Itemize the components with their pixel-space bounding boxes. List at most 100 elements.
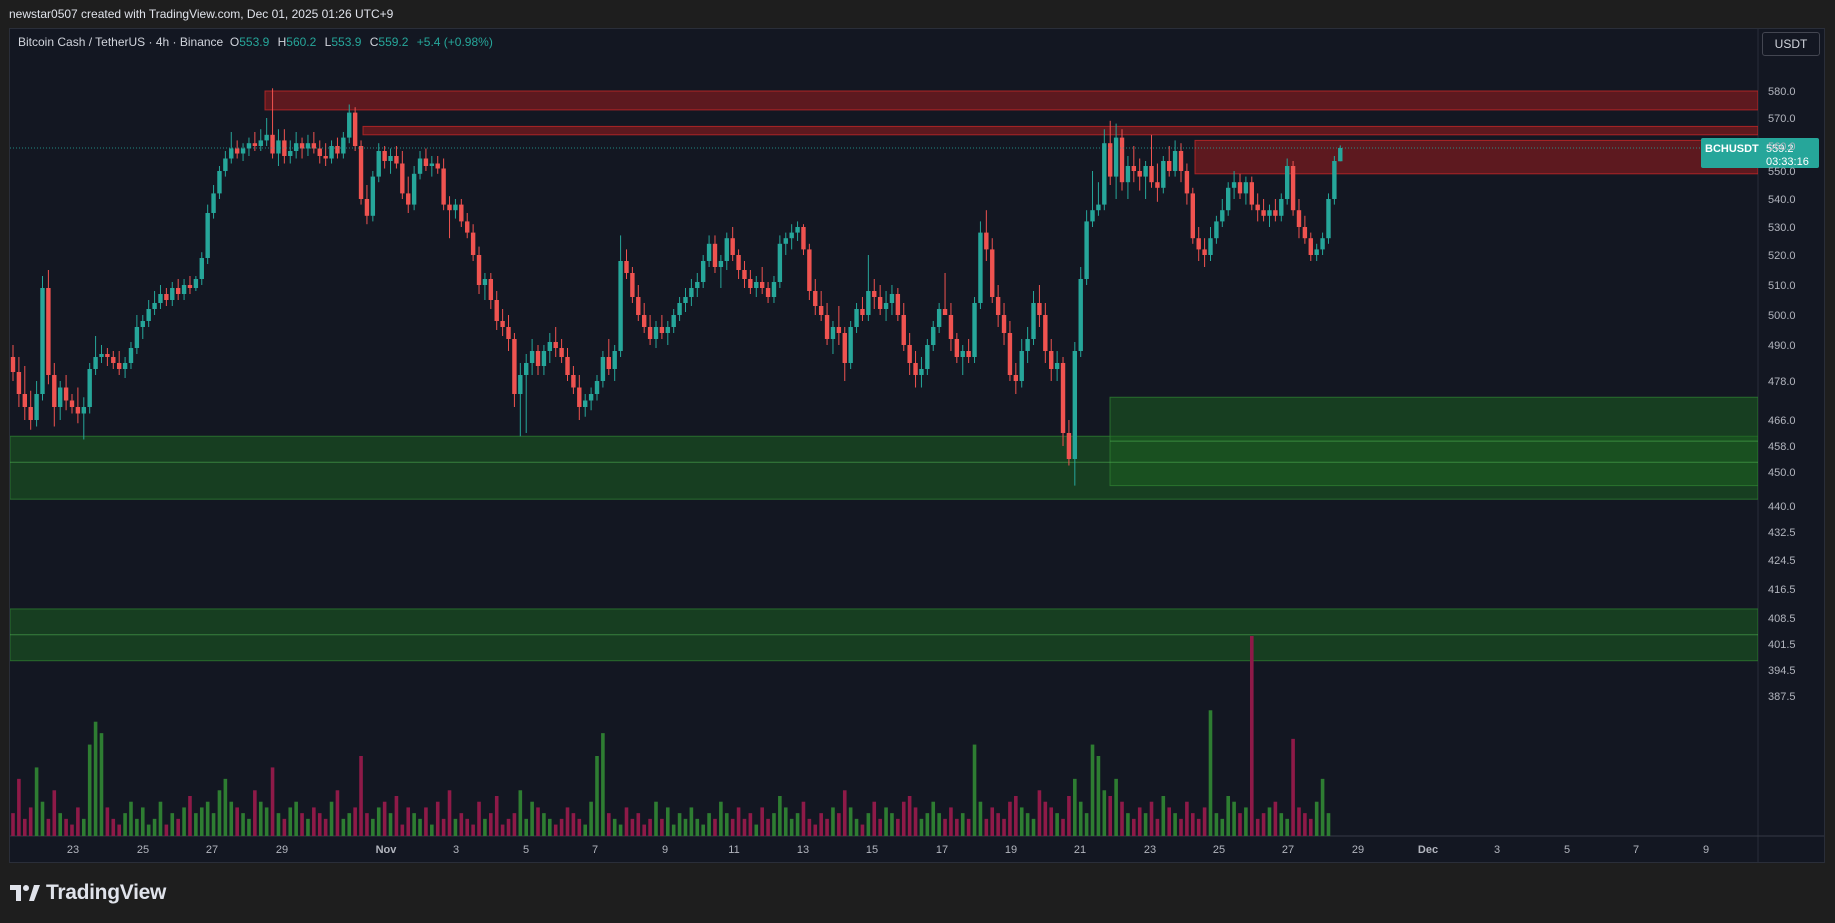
candle[interactable] (1314, 243, 1319, 261)
candle[interactable] (146, 300, 151, 327)
candle[interactable] (229, 132, 234, 164)
candle[interactable] (1332, 156, 1337, 205)
candle[interactable] (276, 129, 281, 166)
candle[interactable] (695, 273, 700, 297)
candle[interactable] (293, 132, 299, 159)
candle[interactable] (1261, 199, 1266, 222)
candle[interactable] (423, 148, 429, 172)
candle[interactable] (1338, 145, 1343, 162)
candle[interactable] (246, 137, 252, 156)
candle[interactable] (264, 118, 269, 146)
candle[interactable] (181, 279, 187, 300)
candle[interactable] (1001, 303, 1007, 345)
candle[interactable] (789, 224, 794, 250)
candle[interactable] (500, 309, 505, 336)
candle[interactable] (659, 315, 665, 339)
candle[interactable] (901, 303, 906, 351)
candle[interactable] (936, 303, 942, 333)
candle[interactable] (382, 146, 387, 169)
candle[interactable] (99, 345, 104, 363)
candle[interactable] (75, 387, 81, 424)
candle[interactable] (400, 151, 405, 199)
candle[interactable] (960, 345, 965, 375)
candle[interactable] (836, 306, 842, 345)
candle[interactable] (1161, 156, 1166, 194)
candle[interactable] (1007, 321, 1013, 381)
candle[interactable] (736, 249, 741, 279)
candle[interactable] (376, 143, 381, 183)
candle[interactable] (1290, 161, 1296, 216)
candle[interactable] (860, 297, 865, 321)
candle[interactable] (1243, 176, 1249, 205)
candle[interactable] (1155, 163, 1160, 202)
candle[interactable] (1273, 199, 1278, 222)
candle[interactable] (765, 282, 771, 303)
candle[interactable] (594, 375, 600, 401)
candle[interactable] (93, 336, 98, 375)
candle[interactable] (512, 333, 517, 407)
candle[interactable] (889, 285, 895, 315)
candle[interactable] (406, 176, 411, 213)
candle[interactable] (1037, 285, 1042, 327)
candle[interactable] (1049, 339, 1054, 381)
tradingview-logo[interactable]: TradingView (10, 880, 166, 906)
candle[interactable] (252, 132, 258, 151)
candle[interactable] (818, 291, 824, 321)
candle[interactable] (559, 339, 564, 363)
candle[interactable] (164, 288, 169, 306)
candle[interactable] (754, 276, 759, 297)
candle[interactable] (883, 291, 889, 321)
candle[interactable] (529, 339, 535, 375)
candle[interactable] (777, 235, 783, 288)
candle[interactable] (435, 156, 440, 174)
candle[interactable] (872, 279, 877, 309)
candle[interactable] (541, 345, 547, 375)
candle[interactable] (795, 221, 800, 241)
candle[interactable] (948, 303, 954, 351)
candle[interactable] (824, 303, 830, 345)
candle[interactable] (990, 238, 995, 303)
candle[interactable] (370, 171, 376, 222)
candle[interactable] (1090, 171, 1095, 227)
candle[interactable] (52, 363, 57, 427)
candle[interactable] (907, 333, 912, 375)
candle[interactable] (877, 285, 883, 315)
candle[interactable] (624, 249, 629, 279)
candle[interactable] (1054, 351, 1060, 381)
candle[interactable] (1184, 163, 1190, 205)
candle[interactable] (459, 199, 464, 227)
candle[interactable] (69, 394, 75, 414)
candle[interactable] (972, 297, 977, 363)
candle[interactable] (1326, 193, 1331, 244)
candle[interactable] (494, 291, 499, 330)
candle[interactable] (1137, 158, 1142, 191)
candle[interactable] (187, 276, 193, 294)
candle[interactable] (830, 321, 836, 354)
candle[interactable] (801, 224, 806, 255)
candle[interactable] (583, 394, 588, 417)
candle[interactable] (547, 333, 553, 363)
candle[interactable] (1019, 339, 1024, 388)
candle[interactable] (63, 375, 69, 411)
candle[interactable] (223, 151, 228, 177)
candle[interactable] (671, 309, 676, 333)
candle[interactable] (394, 146, 399, 169)
candle[interactable] (1043, 303, 1048, 363)
candle[interactable] (759, 267, 765, 294)
time-axis[interactable]: 23 25 27 29 Nov 3 5 7 9 11 13 15 17 19 21 23 25 27 29 Dec 3 5… (67, 844, 1709, 856)
candle[interactable] (925, 339, 930, 375)
candle[interactable] (258, 129, 263, 151)
candle[interactable] (1149, 134, 1154, 188)
candle[interactable] (282, 129, 287, 164)
currency-button[interactable]: USDT (1762, 32, 1820, 56)
candle[interactable] (1031, 291, 1036, 345)
candle[interactable] (848, 321, 853, 369)
candle[interactable] (1143, 161, 1148, 199)
candle[interactable] (524, 354, 529, 433)
candle[interactable] (40, 276, 45, 401)
candle[interactable] (1072, 342, 1078, 486)
candle[interactable] (1279, 193, 1284, 222)
candle[interactable] (700, 255, 706, 288)
candle[interactable] (730, 227, 735, 261)
candle[interactable] (807, 243, 812, 300)
